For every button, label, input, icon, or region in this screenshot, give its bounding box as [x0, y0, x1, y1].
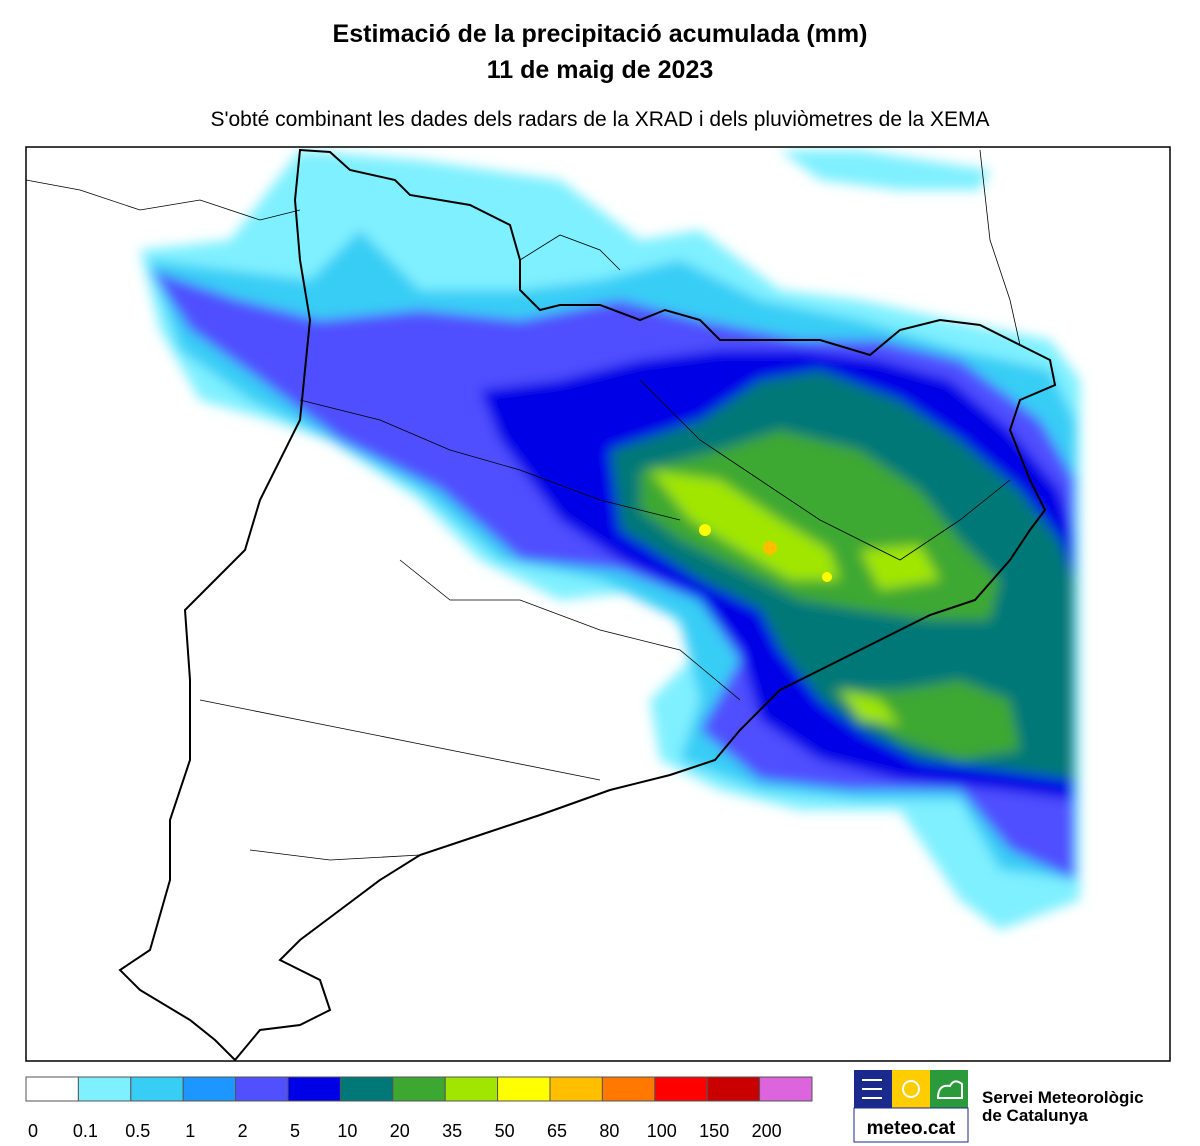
legend-swatch: [497, 1076, 551, 1102]
borders: [25, 148, 1057, 1062]
subtitle: S'obté combinant les dades dels radars d…: [210, 108, 989, 131]
legend-swatch: [706, 1076, 761, 1102]
legend-label: 1: [185, 1121, 195, 1141]
legend-swatch: [235, 1076, 289, 1102]
legend-label: 0.5: [125, 1121, 150, 1141]
map-frame: [25, 146, 1171, 1062]
legend-label: 35: [442, 1121, 462, 1141]
legend-label: 150: [699, 1121, 729, 1141]
legend-swatch: [601, 1076, 656, 1102]
legend-swatch: [549, 1076, 603, 1102]
logo-org-line1: Servei Meteorològic: [982, 1088, 1144, 1107]
precipitation-field: [140, 150, 1080, 930]
logo: meteo.cat Servei Meteorològic de Catalun…: [853, 1070, 1144, 1143]
legend-label: 0: [28, 1121, 38, 1141]
legend-label: 20: [390, 1121, 410, 1141]
legend-swatch: [287, 1076, 341, 1102]
legend-label: 200: [752, 1121, 782, 1141]
legend-label: 65: [547, 1121, 567, 1141]
legend-label: 10: [337, 1121, 357, 1141]
legend-swatch: [182, 1076, 237, 1102]
legend-label: 5: [290, 1121, 300, 1141]
date: 11 de maig de 2023: [487, 56, 714, 84]
legend: 0 0.1 0.5 1 2 5 10 20 35 50 65 80 100 150 200: [25, 1076, 813, 1141]
title: Estimació de la precipitació acumulada (…: [333, 20, 868, 48]
legend-swatch: [654, 1076, 708, 1102]
legend-swatch: [392, 1076, 446, 1102]
logo-brand: meteo.cat: [867, 1118, 956, 1139]
legend-label: 100: [647, 1121, 677, 1141]
legend-swatch: [759, 1076, 813, 1102]
legend-swatch: [25, 1076, 79, 1102]
legend-label: 80: [599, 1121, 619, 1141]
logo-org-line2: de Catalunya: [982, 1106, 1088, 1125]
legend-label: 0.1: [73, 1121, 98, 1141]
legend-swatch: [444, 1076, 499, 1102]
legend-swatch: [77, 1076, 132, 1102]
legend-swatch: [130, 1076, 184, 1102]
legend-label: 2: [238, 1121, 248, 1141]
legend-label: 50: [495, 1121, 515, 1141]
legend-swatch: [339, 1076, 394, 1102]
